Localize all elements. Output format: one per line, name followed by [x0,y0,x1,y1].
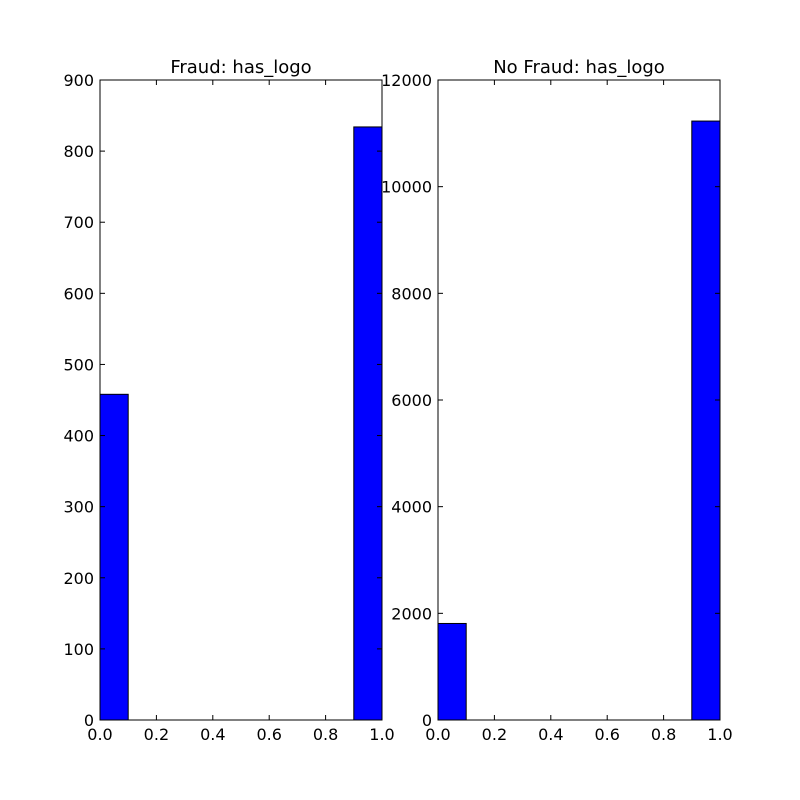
no-fraud-x-tick-label: 0.0 [425,725,450,744]
no-fraud-y-tick-label: 8000 [391,284,432,303]
fraud-y-tick-label: 400 [63,427,94,446]
no-fraud-y-tick-label: 12000 [381,71,432,90]
no-fraud-x-tick-label: 0.4 [538,725,563,744]
fraud-x-tick-label: 0.0 [87,725,112,744]
no-fraud-bar-9 [691,120,721,721]
fraud-y-tick-label: 500 [63,355,94,374]
fraud-y-tick-label: 300 [63,498,94,517]
no-fraud-x-tick-label: 1.0 [707,725,732,744]
no-fraud-y-tick-label: 2000 [391,604,432,623]
fraud-y-tick-label: 600 [63,284,94,303]
fraud-y-tick-label: 800 [63,142,94,161]
no-fraud-y-tick-label: 0 [422,711,432,730]
fraud-y-tick-label: 0 [84,711,94,730]
no-fraud-x-tick-label: 0.8 [651,725,676,744]
no-fraud-plot-area [438,80,720,720]
no-fraud-y-tick-label: 6000 [391,391,432,410]
no-fraud-y-tick-label: 10000 [381,178,432,197]
fraud-y-tick-label: 700 [63,213,94,232]
fraud-y-tick-label: 900 [63,71,94,90]
fraud-has-logo-subplot: Fraud: has_logo 0.0 0.2 0.4 0.6 0.8 1.0 0 100 20… [63,57,394,744]
no-fraud-bar-0 [437,622,467,721]
no-fraud-has-logo-subplot: No Fraud: has_logo 0.0 0.2 0.4 0.6 0.8 1.0 0 20… [381,57,733,744]
fraud-y-tick-label: 200 [63,569,94,588]
fraud-y-tick-label: 100 [63,640,94,659]
fraud-axes-frame [99,79,383,721]
fraud-bar-9 [353,126,383,721]
fraud-x-tick-label: 1.0 [369,725,394,744]
no-fraud-subplot-title: No Fraud: has_logo [493,57,665,78]
fraud-bar-0 [99,393,129,721]
fraud-x-tick-label: 0.2 [144,725,169,744]
no-fraud-x-tick-label: 0.6 [594,725,619,744]
no-fraud-y-tick-label: 4000 [391,498,432,517]
fraud-x-tick-label: 0.6 [256,725,281,744]
fraud-x-tick-label: 0.8 [313,725,338,744]
fraud-subplot-title: Fraud: has_logo [170,57,311,78]
fraud-x-tick-label: 0.4 [200,725,225,744]
no-fraud-x-tick-label: 0.2 [482,725,507,744]
fraud-plot-area [100,80,382,720]
